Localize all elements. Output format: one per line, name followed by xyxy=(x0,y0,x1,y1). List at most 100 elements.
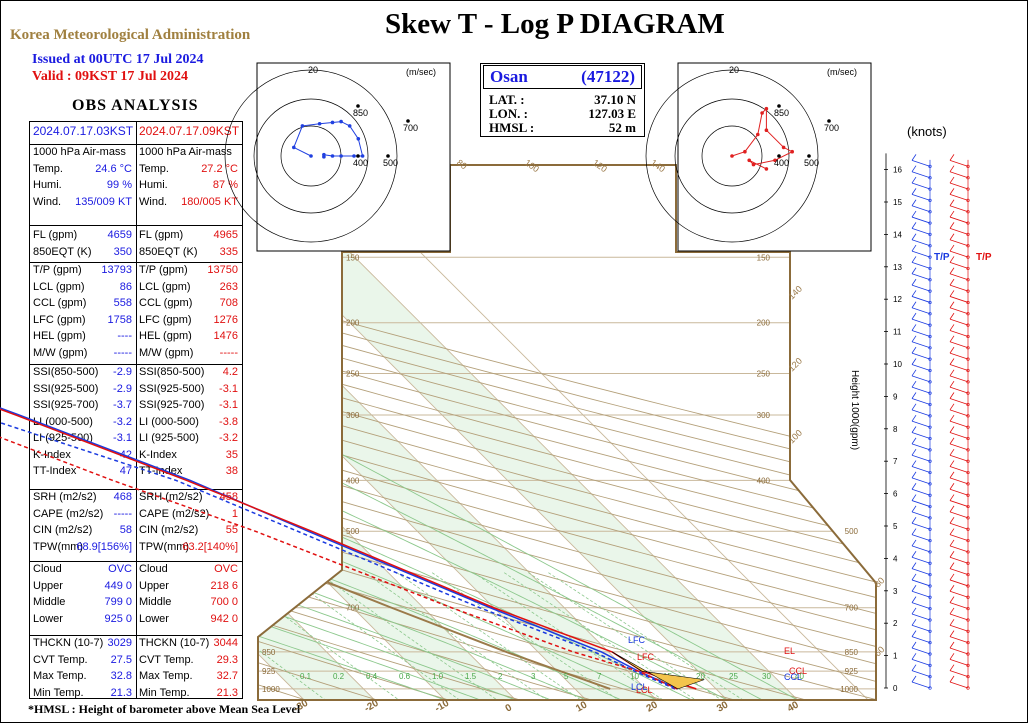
obs-row: CVT Temp. 27.5 xyxy=(30,652,136,669)
barb-station xyxy=(928,198,932,202)
obs-group: Cloud OVC Upper 449 0 Middle 799 0 Lower 925 0 xyxy=(30,561,136,636)
barb-flag xyxy=(949,596,955,603)
barb-staff xyxy=(949,330,969,337)
barb-station xyxy=(928,675,932,679)
obs-row-value: -3.1 xyxy=(219,382,238,395)
cape-hatched-area xyxy=(611,651,705,690)
pressure-tick-left: 200 xyxy=(346,319,360,328)
barb-staff xyxy=(911,296,931,303)
obs-row: Upper 449 0 xyxy=(30,578,136,595)
isotherm xyxy=(0,165,93,700)
obs-row: SSI(925-500) -2.9 xyxy=(30,381,136,398)
barb-station xyxy=(928,629,932,633)
barb-station xyxy=(966,663,970,667)
obs-row-value: 350 xyxy=(113,245,132,258)
obs-row-label: Wind. xyxy=(33,195,62,208)
hodograph-level-dot xyxy=(777,154,781,158)
barb-staff xyxy=(911,409,931,417)
obs-row-label: LFC (gpm) xyxy=(33,313,86,326)
obs-row: CIN (m2/s2) 55 xyxy=(136,522,242,539)
obs-row-value: 1 xyxy=(231,507,238,520)
hodograph-unit: (m/sec) xyxy=(827,67,857,77)
obs-row-label: Cloud xyxy=(139,563,168,575)
hodograph-level-label: 850 xyxy=(774,108,789,118)
pressure-tick-right: 850 xyxy=(845,648,859,657)
barb-station xyxy=(966,334,970,339)
barb-flag xyxy=(911,222,917,229)
barb-staff xyxy=(911,216,931,224)
barb-staff xyxy=(911,159,931,167)
barb-flag xyxy=(911,380,917,388)
hmsl-footnote: *HMSL : Height of barometer above Mean S… xyxy=(28,702,301,716)
obs-row: 1000 hPa Air-mass xyxy=(30,144,136,161)
barb-flag xyxy=(911,539,917,547)
barb-flag xyxy=(911,176,917,184)
obs-row-value: 13793 xyxy=(101,264,132,276)
barb-flag xyxy=(911,630,917,637)
barb-staff xyxy=(949,159,969,167)
obs-group: T/P (gpm) 13750 LCL (gpm) 263 CCL (gpm) 708 LF… xyxy=(136,262,242,365)
mixing-ratio-label: 1.0 xyxy=(432,672,444,681)
hodograph-point xyxy=(330,120,335,125)
barb-staff xyxy=(949,284,969,292)
height-tick-label: 5 xyxy=(893,522,898,531)
barb-station xyxy=(928,686,932,690)
barb-station xyxy=(966,482,970,486)
obs-row-value: 27.2 °C xyxy=(201,162,238,175)
barb-station xyxy=(966,266,970,271)
hodograph-level-dot xyxy=(356,154,360,158)
hodograph-level-label: 400 xyxy=(353,158,368,168)
barb-flag xyxy=(949,562,955,569)
barb-staff xyxy=(949,636,969,644)
barb-station xyxy=(928,516,932,520)
barb-staff xyxy=(911,307,931,315)
barb-flag xyxy=(911,528,917,535)
barb-station xyxy=(928,244,932,248)
obs-row-label: CCL (gpm) xyxy=(139,297,193,309)
obs-row-value: OVC xyxy=(214,563,238,575)
barb-staff xyxy=(911,420,931,428)
barb-flag xyxy=(949,188,955,195)
obs-row-label: K-Index xyxy=(33,448,71,461)
barb-station xyxy=(966,414,970,418)
barb-flag xyxy=(911,653,917,660)
obs-row: T/P (gpm) 13750 xyxy=(136,262,242,279)
barb-flag xyxy=(949,256,955,263)
barb-staff xyxy=(911,375,931,383)
obs-row-label: SSI(925-700) xyxy=(33,399,99,411)
mixing-ratio-label: 10 xyxy=(630,672,639,681)
obs-row: Lower 925 0 xyxy=(30,611,136,628)
barb-staff xyxy=(911,432,931,439)
obs-row: Upper 218 6 xyxy=(136,578,242,595)
obs-row-label: Middle xyxy=(139,596,172,608)
barb-staff xyxy=(949,511,969,519)
hodograph-point xyxy=(356,137,361,141)
mixing-ratio-label: 25 xyxy=(729,672,738,681)
valid-time: Valid : 09KST 17 Jul 2024 xyxy=(32,69,188,84)
obs-row: Wind. 135/009 KT xyxy=(30,194,136,211)
obs-row-value: 799 0 xyxy=(104,596,132,608)
barb-station xyxy=(966,538,970,543)
height-tick-label: 3 xyxy=(893,587,898,596)
barb-staff xyxy=(911,670,931,678)
obs-row-value: 27.5 xyxy=(110,653,132,666)
barb-station xyxy=(966,187,970,191)
barb-station xyxy=(928,346,932,350)
barb-station xyxy=(928,368,932,373)
barb-flag xyxy=(911,437,917,445)
barb-station xyxy=(966,527,970,531)
lat-label: LAT. : xyxy=(489,92,525,107)
barb-flag xyxy=(911,596,917,603)
obs-row: SRH (m2/s2) 468 xyxy=(30,489,136,506)
barb-station xyxy=(966,572,970,577)
barb-station xyxy=(928,300,932,305)
moist-adiabat xyxy=(258,322,728,700)
obs-row-value: 29.3 xyxy=(216,653,238,666)
barb-staff xyxy=(949,171,969,179)
obs-row: SSI(925-700) -3.7 xyxy=(30,397,136,414)
obs-row: 1000 hPa Air-mass xyxy=(136,144,242,161)
barb-station xyxy=(928,289,932,293)
obs-row-label: SSI(850-500) xyxy=(33,366,99,378)
obs-row-label: Cloud xyxy=(33,563,62,575)
hodograph-03kst: 20 (m/sec) 850 700 500 400 xyxy=(224,62,451,252)
